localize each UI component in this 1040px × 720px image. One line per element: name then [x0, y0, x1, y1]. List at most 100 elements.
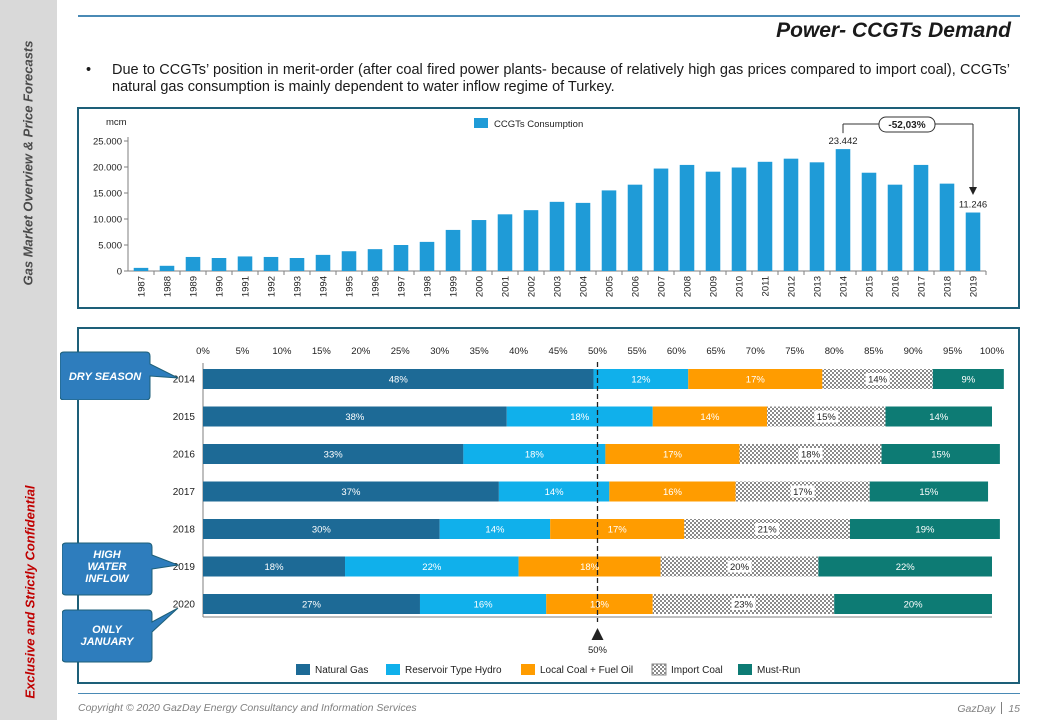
segment-label: 17% [746, 375, 766, 386]
legend-label: Must-Run [757, 665, 800, 676]
stacked-segment [203, 406, 507, 427]
stacked-segment [345, 556, 519, 577]
x-tick-label: 2003 [553, 276, 564, 297]
bar [549, 201, 565, 271]
bullet-point: • Due to CCGTs’ position in merit-order … [86, 62, 1010, 96]
bar [367, 249, 383, 271]
bar [861, 172, 877, 271]
x-tick-label: 35% [470, 346, 490, 357]
bar [133, 267, 149, 271]
bar [211, 258, 227, 271]
dry-season-label: DRY SEASON [68, 371, 142, 383]
footer-brand-text: GazDay [957, 703, 996, 715]
legend-swatch-ccgt [474, 118, 488, 128]
segment-label-bg [865, 373, 890, 385]
segment-label: 16% [474, 600, 494, 611]
y-tick-label: 20.000 [93, 163, 122, 174]
bar-data-label: 23.442 [828, 136, 857, 147]
segment-label: 18% [580, 562, 600, 573]
x-tick-label: 55% [627, 346, 647, 357]
stacked-segment [818, 556, 992, 577]
bar [497, 214, 513, 271]
segment-label: 18% [525, 450, 545, 461]
y-unit-label: mcm [106, 117, 127, 128]
segment-label: 48% [389, 375, 409, 386]
segment-label: 15% [817, 412, 837, 423]
bar [913, 164, 929, 271]
segment-label-bg [727, 560, 752, 573]
row-label: 2014 [173, 375, 196, 386]
reference-label: 50% [588, 645, 608, 656]
row-label: 2016 [173, 450, 196, 461]
bar [705, 171, 721, 271]
segment-label: 9% [961, 375, 975, 386]
segment-label: 21% [758, 525, 778, 536]
stacked-segment [834, 594, 992, 614]
segment-label: 15% [919, 487, 939, 498]
segment-label-bg [814, 410, 839, 423]
bar [965, 212, 981, 271]
bullet-icon: • [86, 62, 92, 78]
x-tick-label: 2005 [605, 276, 616, 297]
legend-label-ccgt: CCGTs Consumption [494, 119, 583, 130]
y-tick-label: 0 [117, 267, 122, 278]
legend-label: Reservoir Type Hydro [405, 665, 502, 676]
x-tick-label: 65% [706, 346, 726, 357]
stacked-segment [203, 519, 440, 539]
reference-arrow-icon [591, 628, 604, 640]
segment-label: 30% [312, 525, 332, 536]
y-tick-label: 15.000 [93, 189, 122, 200]
x-tick-label: 2002 [527, 276, 538, 297]
x-tick-label: 1997 [397, 276, 408, 297]
segment-label: 18% [801, 450, 821, 461]
high-water-label: HIGH WATER INFLOW [64, 549, 150, 585]
x-tick-label: 70% [746, 346, 766, 357]
x-tick-label: 2008 [683, 276, 694, 297]
x-tick-label: 2004 [579, 276, 590, 297]
stacked-segment [849, 519, 1000, 539]
bar [575, 202, 591, 271]
bar [159, 265, 175, 271]
bar [237, 256, 253, 271]
x-tick-label: 2000 [475, 276, 486, 297]
bar [393, 245, 409, 271]
x-tick-label: 1995 [345, 276, 356, 297]
stacked-segment [605, 444, 740, 464]
header-rule [78, 15, 1020, 17]
bar [341, 251, 357, 271]
segment-label: 15% [931, 450, 951, 461]
x-tick-label: 2006 [631, 276, 642, 297]
segment-label: 20% [730, 562, 750, 573]
bar [887, 184, 903, 271]
segment-label-bg [790, 485, 815, 498]
bar [627, 184, 643, 271]
generation-mix-panel [77, 327, 1020, 684]
x-tick-label: 10% [272, 346, 292, 357]
segment-label: 18% [570, 412, 590, 423]
x-tick-label: 2019 [969, 276, 980, 297]
bar [731, 167, 747, 271]
x-tick-label: 1991 [241, 276, 252, 297]
stacked-segment [609, 481, 736, 502]
bar [315, 254, 331, 271]
segment-label: 20% [904, 600, 924, 611]
bar [471, 220, 487, 271]
y-tick-label: 5.000 [98, 241, 122, 252]
sidebar: Gas Market Overview & Price Forecasts Ex… [0, 0, 57, 720]
legend-label: Natural Gas [315, 665, 368, 676]
segment-label-bg [798, 448, 823, 460]
x-tick-label: 30% [430, 346, 450, 357]
row-label: 2019 [173, 562, 196, 573]
x-tick-label: 1990 [215, 276, 226, 297]
x-tick-label: 2014 [839, 276, 850, 297]
segment-label: 33% [324, 450, 344, 461]
x-tick-label: 45% [549, 346, 569, 357]
segment-label: 16% [663, 487, 683, 498]
stacked-segment [203, 594, 420, 614]
segment-label: 17% [663, 450, 683, 461]
stacked-segment [550, 519, 685, 539]
stacked-segment [652, 406, 768, 427]
legend-label: Local Coal + Fuel Oil [540, 665, 633, 676]
x-tick-label: 0% [196, 346, 210, 357]
y-tick-label: 25.000 [93, 137, 122, 148]
